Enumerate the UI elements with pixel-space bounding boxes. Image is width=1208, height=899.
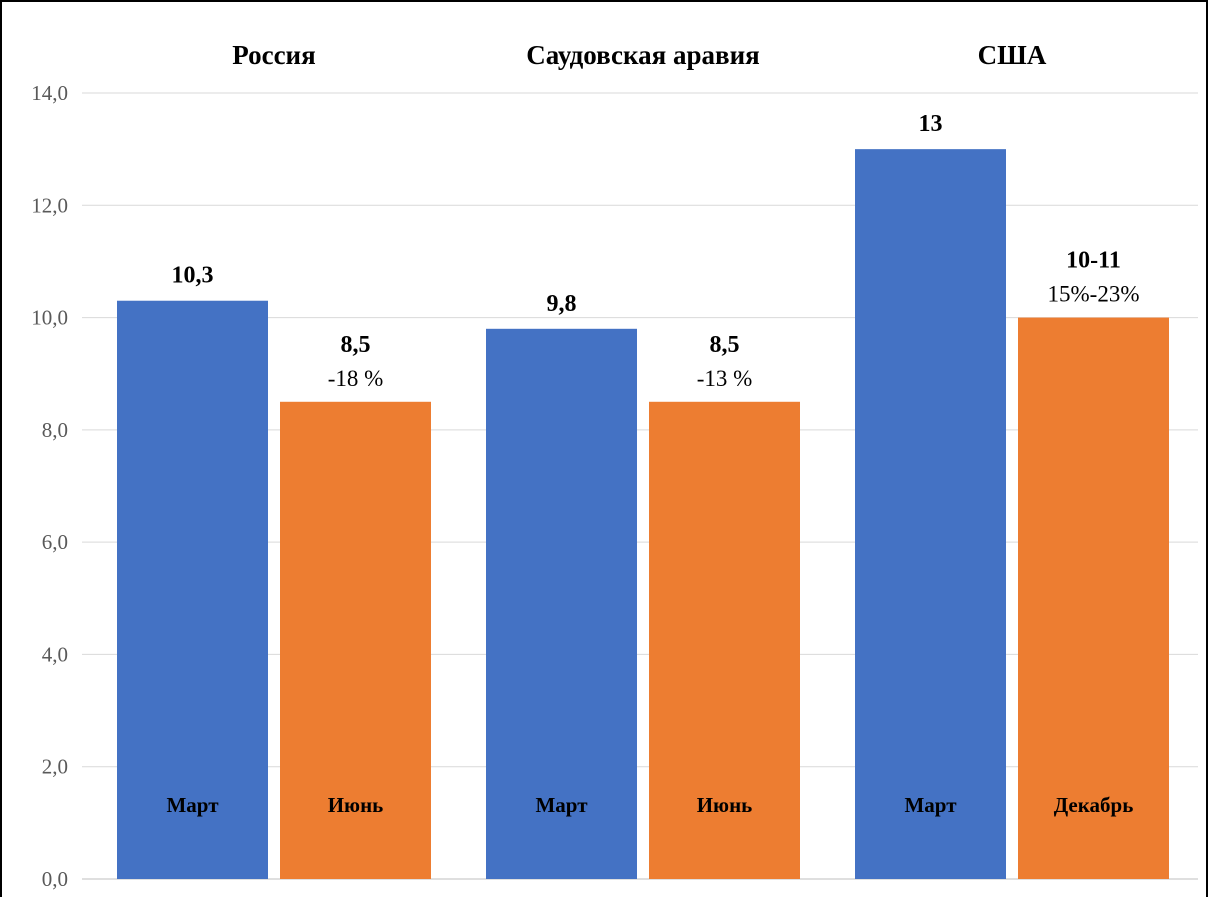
y-tick-label: 8,0 — [42, 418, 68, 442]
y-tick-label: 6,0 — [42, 530, 68, 554]
change-label: -18 % — [328, 366, 384, 391]
bars — [117, 149, 1169, 880]
bar-category-label: Декабрь — [1054, 793, 1134, 817]
group-title: Саудовская аравия — [526, 40, 760, 70]
y-tick-label: 10,0 — [31, 306, 68, 330]
data-label: 8,5 — [341, 332, 371, 358]
group-titles: Россия Саудовская аравия США — [232, 40, 1047, 70]
bar — [1018, 317, 1169, 880]
bar — [117, 300, 268, 879]
data-label: 13 — [919, 111, 943, 137]
data-labels: 10,3 Март 8,5 -18 % Июнь 9,8 Март 8,5 -13 % Июнь 1… — [166, 111, 1139, 817]
y-tick-label: 4,0 — [42, 642, 68, 666]
y-tick-label: 12,0 — [31, 193, 68, 217]
group-title: США — [978, 40, 1047, 70]
bar — [280, 401, 431, 879]
group-title: Россия — [232, 40, 315, 70]
bar-category-label: Июнь — [697, 793, 753, 817]
y-tick-label: 0,0 — [42, 867, 68, 891]
data-label: 10,3 — [172, 263, 214, 289]
data-label: 8,5 — [710, 332, 740, 358]
data-label: 9,8 — [547, 291, 577, 317]
y-tick-label: 2,0 — [42, 755, 68, 779]
y-axis-ticks: 0,0 2,0 4,0 6,0 8,0 10,0 12,0 14,0 — [31, 81, 68, 891]
bar-category-label: Март — [904, 793, 957, 817]
data-label: 10-11 — [1066, 248, 1121, 274]
change-label: -13 % — [697, 366, 753, 391]
bar — [855, 149, 1006, 880]
bar-category-label: Июнь — [328, 793, 384, 817]
bar — [649, 401, 800, 879]
bar-category-label: Март — [166, 793, 219, 817]
bar — [486, 328, 637, 879]
change-label: 15%-23% — [1048, 282, 1140, 307]
bar-category-label: Март — [535, 793, 588, 817]
y-tick-label: 14,0 — [31, 81, 68, 105]
